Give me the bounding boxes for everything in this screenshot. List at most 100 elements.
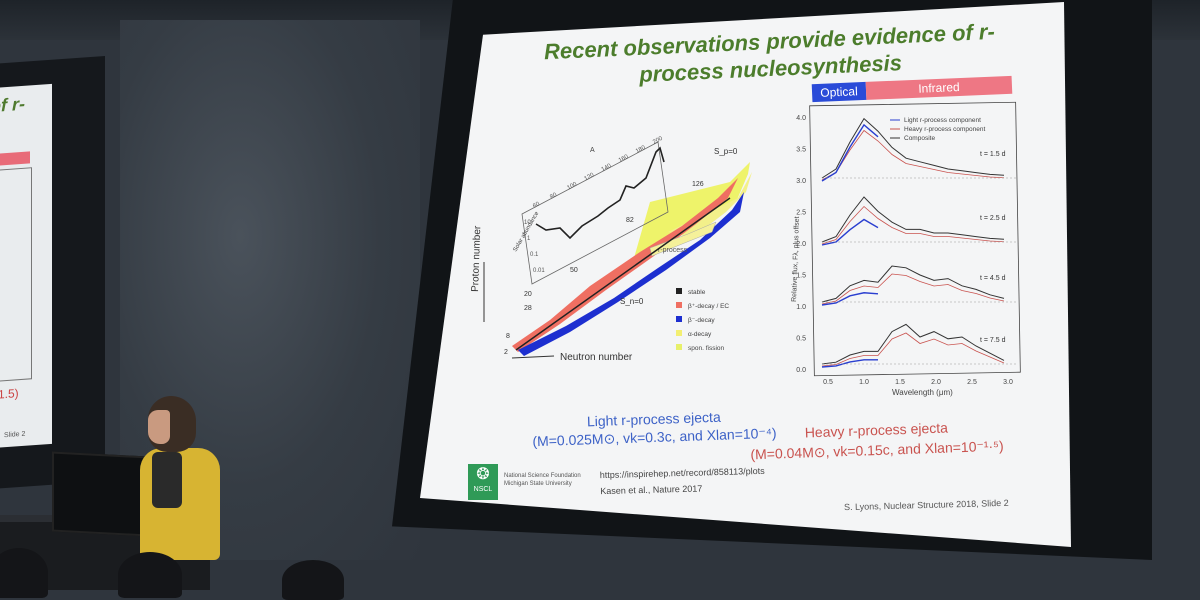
inset-y-tick-label: 0.01	[533, 268, 545, 274]
spectra-y-ticks: 4.0 3.5 3.0 2.5 2.0 1.5 1.0 0.5 0.0	[796, 115, 806, 374]
r-process-label: r-process	[658, 247, 688, 254]
magic-20: 20	[524, 291, 532, 298]
nscl-logo: ❂ NSCL	[468, 464, 498, 500]
inset-tick-label: 140	[601, 163, 613, 173]
legend-swatch	[676, 344, 682, 350]
spectra-y-tick: 3.0	[796, 178, 806, 185]
spectra-legend: Light r-process component Heavy r-process…	[890, 117, 985, 142]
side-screen-spectrum-bar	[0, 151, 30, 167]
spectra-x-tick: 1.0	[859, 379, 869, 386]
inset-y-tick-label: 10	[524, 220, 531, 226]
institution-line: National Science Foundation	[504, 473, 581, 479]
side-screen-title: of r-	[0, 93, 25, 117]
magic-50: 50	[570, 267, 578, 274]
stable-valley	[515, 197, 731, 351]
spectra-y-tick: 2.0	[796, 241, 806, 248]
r-process-path	[649, 221, 717, 257]
legend-swatch	[676, 302, 682, 308]
projected-slide: Recent observations provide evidence of …	[420, 2, 1071, 547]
inset-axis-label: A	[590, 147, 595, 154]
speaker-scarf	[152, 452, 182, 508]
legend-label: β⁻-decay	[688, 317, 715, 324]
composite-spectrum	[821, 196, 1005, 243]
institution-text: National Science Foundation Michigan Sta…	[504, 472, 581, 488]
audience-head	[118, 552, 182, 598]
epoch-label: t = 7.5 d	[980, 337, 1006, 344]
inset-ticks: 60 80 100 120 140 160 180 200	[532, 135, 664, 209]
legend-label: spon. fission	[688, 345, 725, 352]
podium-monitor	[52, 451, 148, 537]
x-axis-label: Neutron number	[560, 352, 633, 363]
spectra-y-label: Relative flux, Fλ, plus offset	[791, 216, 801, 302]
heavy-spectrum	[821, 273, 1005, 305]
inset-tick-label: 200	[652, 135, 664, 145]
inset-tick-label: 160	[618, 154, 630, 164]
epoch-label: t = 2.5 d	[980, 215, 1006, 222]
nuclide-legend: stable β⁺-decay / EC β⁻-decay α-decay spon. …	[676, 288, 729, 352]
spectra-legend-label: Heavy r-process component	[904, 126, 985, 133]
speaker-face	[148, 410, 170, 444]
magic-8: 8	[506, 333, 510, 340]
x-axis-arrow	[511, 355, 555, 359]
spectra-y-tick: 3.5	[796, 147, 806, 154]
composite-spectrum	[821, 265, 1005, 303]
spectra-x-tick: 2.0	[931, 379, 941, 386]
spectra-x-tick: 3.0	[1003, 379, 1013, 386]
inset-y-tick-label: 0.1	[530, 252, 539, 258]
inset-y-tick-label: 1	[527, 236, 531, 242]
y-axis-label: Proton number	[470, 225, 483, 292]
nuclide-chart: Proton number Neutron number r-process S…	[470, 135, 752, 363]
magic-2: 2	[504, 349, 508, 356]
heavy-spectrum	[821, 332, 1005, 367]
sp-label: S_p=0	[714, 147, 738, 156]
spectra-y-tick: 1.0	[796, 304, 806, 311]
light-spectrum	[821, 218, 879, 246]
legend-label: stable	[688, 289, 706, 296]
light-spectrum	[821, 123, 879, 182]
magic-82: 82	[626, 217, 634, 224]
magic-126: 126	[692, 181, 704, 188]
legend-label: β⁺-decay / EC	[688, 303, 729, 310]
spectra-x-ticks: 0.5 1.0 1.5 2.0 2.5 3.0	[823, 379, 1013, 386]
spectra-y-tick: 0.0	[796, 367, 806, 374]
spectra-curves	[821, 117, 1016, 368]
inset-tick-label: 120	[584, 172, 596, 182]
composite-spectrum	[821, 117, 1005, 179]
legend-label: α-decay	[688, 331, 712, 338]
beta-plus-band	[512, 178, 738, 352]
epoch-label: t = 4.5 d	[980, 275, 1006, 282]
inset-tick-label: 60	[532, 201, 541, 210]
side-screen-footer: Slide 2	[4, 430, 26, 440]
institution-line: Michigan State University	[504, 481, 572, 487]
inset-tick-label: 80	[549, 192, 558, 201]
legend-swatch	[676, 288, 682, 294]
side-screen: of r- (-1.5) Slide 2	[0, 83, 52, 449]
heavy-spectrum	[821, 129, 1005, 181]
abundance-inset: A Solar abundance 6080100120140160180200…	[513, 135, 669, 285]
spectra-y-tick: 2.5	[796, 210, 806, 217]
composite-spectrum	[821, 323, 1005, 365]
spectra-epochs: t = 1.5 d t = 2.5 d t = 4.5 d t = 7.5 d	[980, 151, 1006, 344]
legend-swatch	[676, 330, 682, 336]
spectra-frame	[809, 101, 1021, 377]
logo-text: NSCL	[473, 486, 493, 493]
epoch-label: t = 1.5 d	[980, 151, 1006, 158]
inset-y-ticks: 10 1 0.1 0.01	[524, 220, 545, 274]
light-spectrum	[821, 292, 879, 306]
spectra-legend-label: Composite	[904, 135, 935, 142]
spectra-y-tick: 0.5	[796, 336, 806, 343]
spectra-y-tick: 4.0	[796, 115, 806, 122]
swirl-icon: ❂	[476, 466, 490, 483]
magic-28: 28	[524, 305, 532, 312]
inset-frame	[521, 141, 669, 285]
spectra-y-tick: 1.5	[796, 273, 806, 280]
spectra-x-tick: 1.5	[895, 379, 905, 386]
spectra-x-label: Wavelength (μm)	[892, 388, 953, 397]
spectra-legend-label: Light r-process component	[904, 117, 981, 124]
side-screen-plot	[0, 167, 32, 383]
heavy-spectrum	[821, 205, 1005, 245]
inset-tick-label: 180	[635, 145, 647, 155]
audience-head	[282, 560, 344, 600]
inset-tick-label: 100	[566, 181, 578, 191]
spectra-x-tick: 2.5	[967, 379, 977, 386]
